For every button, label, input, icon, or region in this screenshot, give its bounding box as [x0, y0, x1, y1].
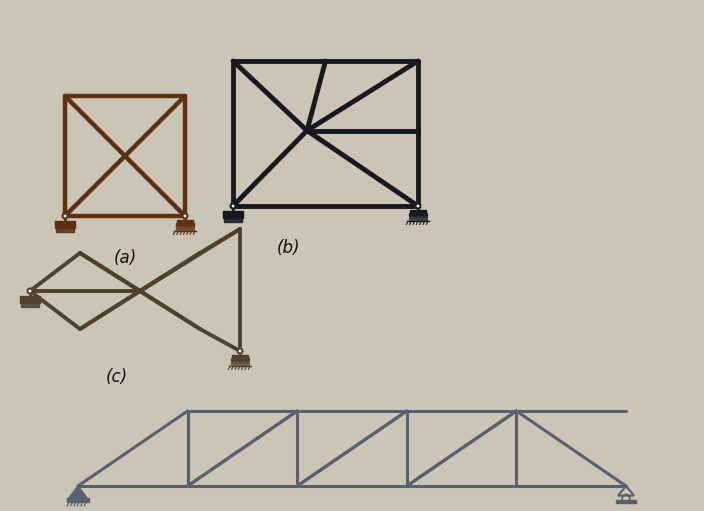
Bar — [615, 500, 636, 503]
Bar — [56, 227, 74, 231]
Circle shape — [237, 349, 242, 354]
Bar — [409, 219, 427, 220]
Circle shape — [27, 289, 32, 293]
Circle shape — [63, 214, 68, 219]
Bar — [176, 229, 194, 230]
Text: (a): (a) — [113, 249, 137, 267]
Bar — [231, 364, 249, 365]
Bar — [409, 213, 427, 215]
Bar — [410, 210, 426, 213]
Polygon shape — [69, 486, 87, 498]
Circle shape — [415, 203, 420, 208]
Bar — [55, 221, 75, 227]
Bar — [231, 360, 249, 361]
Bar — [232, 355, 248, 358]
Text: (b): (b) — [277, 239, 300, 257]
Bar — [176, 227, 194, 228]
Bar — [176, 225, 194, 226]
Bar — [409, 215, 427, 216]
Text: (c): (c) — [106, 368, 128, 386]
Circle shape — [182, 214, 187, 219]
Bar — [224, 218, 242, 222]
Bar — [20, 296, 40, 303]
Bar — [231, 362, 249, 363]
Bar — [67, 498, 89, 502]
Bar — [21, 303, 39, 307]
Bar — [223, 211, 243, 218]
Bar — [231, 358, 249, 360]
Bar — [409, 217, 427, 218]
Bar — [177, 220, 193, 223]
Circle shape — [230, 203, 236, 208]
Bar — [176, 223, 194, 225]
